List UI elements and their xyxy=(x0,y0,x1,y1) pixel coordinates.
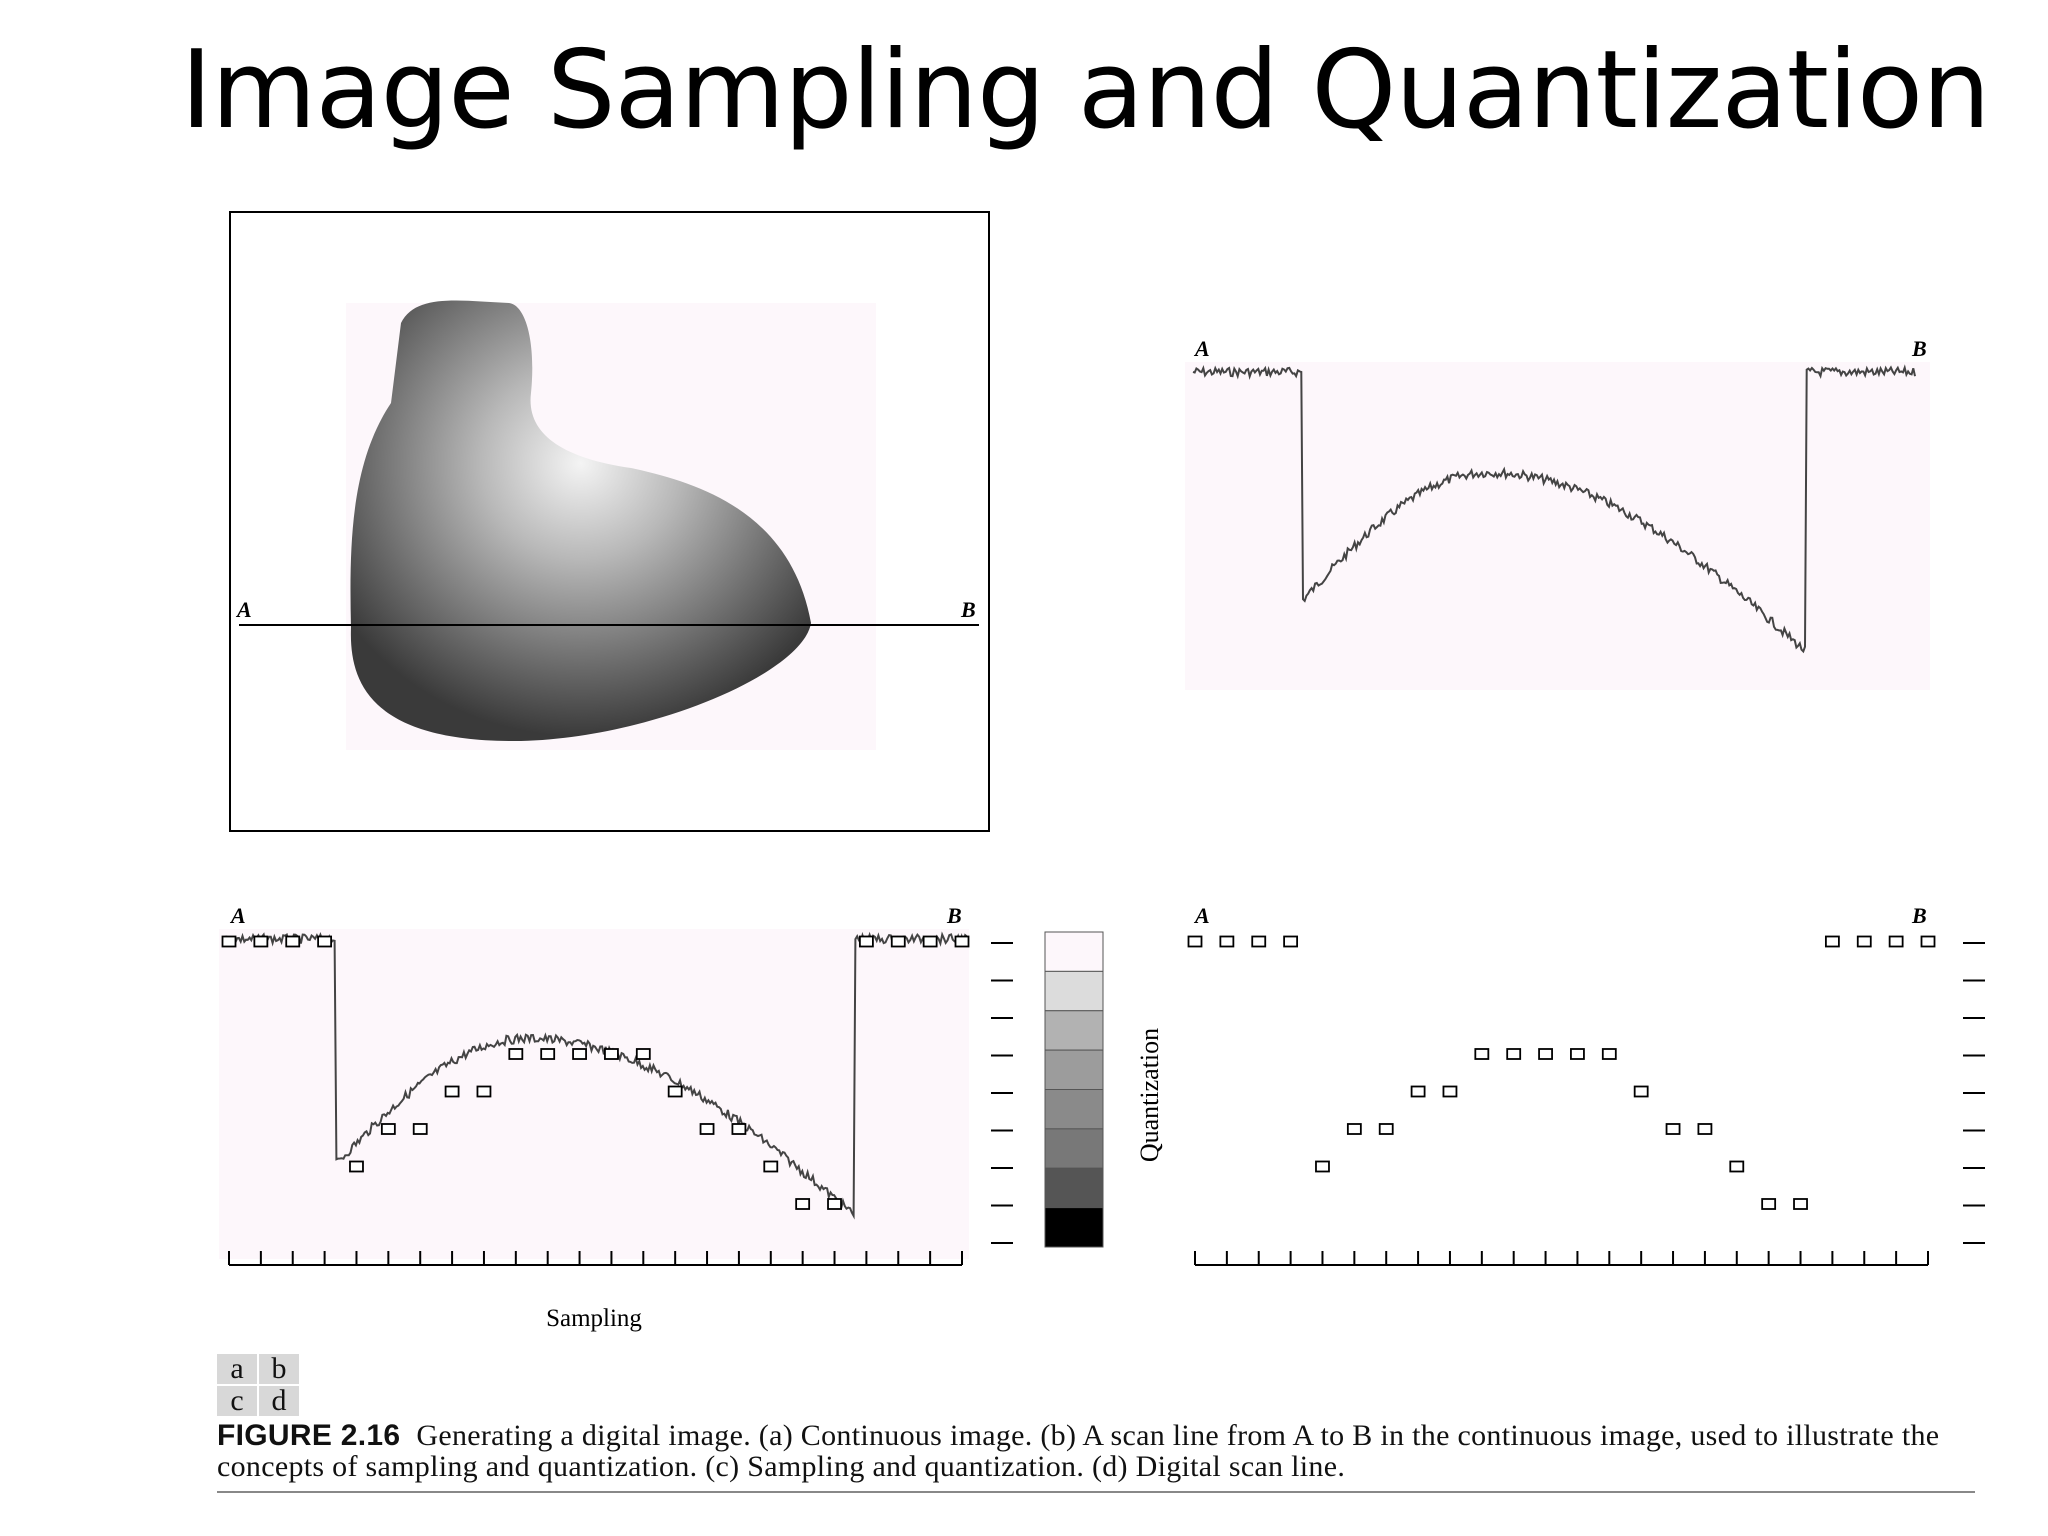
continuous-image-blob xyxy=(350,300,811,742)
sample-point xyxy=(1474,1048,1490,1060)
panel-label-a: a xyxy=(217,1354,257,1384)
gray-level-swatch xyxy=(1044,970,1104,1012)
sample-point xyxy=(604,1048,619,1060)
sample-point xyxy=(1410,1085,1426,1098)
gray-level-swatch xyxy=(1044,1010,1104,1051)
sample-point xyxy=(1570,1048,1585,1060)
sample-point xyxy=(1251,935,1267,948)
panel-label-b: b xyxy=(259,1354,299,1384)
endpoint-a-label: A xyxy=(229,905,246,928)
endpoint-b-label: B xyxy=(1911,905,1927,928)
sample-point xyxy=(572,1048,587,1060)
sample-point xyxy=(1824,935,1840,948)
sample-point xyxy=(1315,1160,1330,1173)
panel-legend: a b c d xyxy=(217,1354,299,1416)
gray-level-swatch xyxy=(1044,1207,1104,1248)
scan-line-profile xyxy=(222,931,968,1220)
sample-point xyxy=(667,1085,683,1098)
gray-level-swatch xyxy=(1044,931,1104,972)
continuous-image: A B xyxy=(235,300,979,750)
endpoint-a-label: A xyxy=(1193,905,1210,928)
sample-point xyxy=(221,935,237,948)
sample-point xyxy=(795,1198,811,1210)
sample-point xyxy=(1761,1198,1777,1210)
sample-point xyxy=(349,1160,364,1173)
gray-level-swatch xyxy=(1044,1089,1104,1130)
sample-point xyxy=(412,1123,428,1135)
sampling-label: Sampling xyxy=(546,1305,642,1332)
slide-title: Image Sampling and Quantization xyxy=(180,28,1990,153)
sample-point xyxy=(1633,1085,1649,1098)
sample-point xyxy=(699,1123,715,1135)
sample-point xyxy=(1187,935,1203,948)
scan-line-profile xyxy=(1192,364,1916,654)
sample-point xyxy=(1442,1085,1458,1098)
sample-point xyxy=(380,1123,396,1135)
sample-point xyxy=(1538,1048,1553,1060)
gray-level-swatch xyxy=(1044,1049,1104,1090)
sample-point xyxy=(1665,1123,1681,1135)
sample-point xyxy=(253,935,269,948)
sample-point xyxy=(922,935,938,948)
panel-label-c: c xyxy=(217,1386,257,1416)
sample-point xyxy=(317,935,333,948)
sample-point xyxy=(285,935,301,948)
sample-point xyxy=(858,935,874,948)
sample-point xyxy=(540,1048,556,1060)
sample-point xyxy=(1601,1048,1617,1060)
quantization-scale: Quantization xyxy=(1044,931,1164,1248)
endpoint-b-label: B xyxy=(1911,340,1927,361)
sample-point xyxy=(1888,935,1904,948)
sample-point xyxy=(1697,1123,1713,1135)
sample-point xyxy=(890,935,906,948)
sample-point xyxy=(1920,935,1936,948)
quantization-label: Quantization xyxy=(1135,1028,1164,1162)
figure-label: FIGURE 2.16 xyxy=(217,1419,401,1452)
panel-label-d: d xyxy=(259,1386,299,1416)
endpoint-b-label: B xyxy=(960,597,976,622)
sample-point xyxy=(1219,935,1235,948)
endpoint-a-label: A xyxy=(1193,340,1210,361)
caption-rule xyxy=(217,1491,1975,1493)
endpoint-b-label: B xyxy=(946,905,962,928)
sample-point xyxy=(1506,1048,1522,1060)
sample-point xyxy=(1729,1160,1745,1173)
sample-point xyxy=(476,1085,492,1098)
gray-level-swatch xyxy=(1044,1167,1104,1209)
figure-caption: FIGURE 2.16 Generating a digital image. (… xyxy=(217,1420,1975,1482)
continuous-image-panel: A B xyxy=(229,211,990,832)
endpoint-a-label: A xyxy=(235,597,252,622)
scan-line-chart: A B xyxy=(1185,340,1930,690)
sample-point xyxy=(763,1160,779,1173)
caption-text: Generating a digital image. (a) Continuo… xyxy=(217,1419,1940,1483)
sample-point xyxy=(444,1085,460,1098)
sample-point xyxy=(1346,1123,1362,1135)
sample-point xyxy=(1793,1198,1808,1210)
sample-point xyxy=(954,935,970,948)
sample-point xyxy=(827,1198,842,1210)
sample-point xyxy=(1856,935,1872,948)
sample-point xyxy=(1283,935,1299,948)
gray-level-swatch xyxy=(1044,1128,1104,1169)
sample-point xyxy=(1378,1123,1394,1135)
sample-point xyxy=(508,1048,524,1060)
digital-scan-line-chart: A B xyxy=(1187,905,1985,1266)
sample-point xyxy=(731,1123,747,1135)
sample-point xyxy=(635,1048,651,1060)
sampling-quantization-chart: A B Sampling xyxy=(219,905,1013,1332)
